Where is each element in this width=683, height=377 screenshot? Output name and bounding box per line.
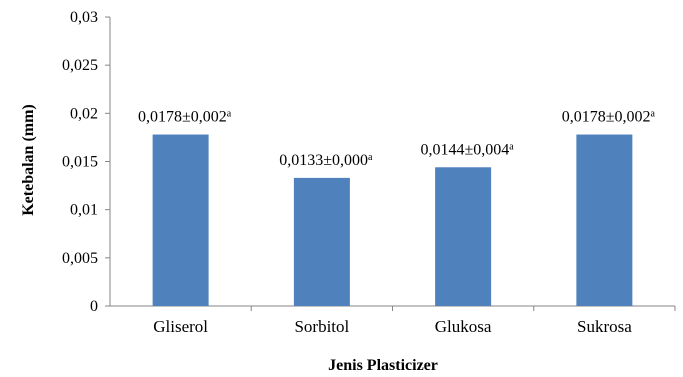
bar-sukrosa bbox=[576, 134, 633, 306]
y-tick-label: 0,015 bbox=[62, 154, 98, 171]
y-tick-label: 0,025 bbox=[62, 57, 98, 74]
x-axis-title: Jenis Plasticizer bbox=[328, 357, 438, 374]
x-tick-label: Sukrosa bbox=[577, 317, 632, 336]
x-tick-label: Glukosa bbox=[435, 317, 492, 336]
y-tick-label: 0,005 bbox=[62, 250, 98, 267]
y-axis-title: Ketebalan (mm) bbox=[20, 104, 37, 216]
bar-gliserol bbox=[152, 134, 209, 306]
x-tick-label: Gliserol bbox=[153, 317, 208, 336]
data-label: 0,0133±0,000a bbox=[279, 151, 373, 169]
y-tick-label: 0,01 bbox=[70, 202, 98, 219]
bar-sorbitol bbox=[293, 177, 350, 306]
y-tick-label: 0 bbox=[90, 298, 98, 315]
x-tick-label: Sorbitol bbox=[294, 317, 349, 336]
data-label: 0,0178±0,002a bbox=[138, 108, 232, 126]
data-label: 0,0144±0,004a bbox=[421, 141, 515, 159]
y-tick-label: 0,03 bbox=[70, 9, 98, 26]
y-tick-label: 0,02 bbox=[70, 105, 98, 122]
bar-glukosa bbox=[435, 167, 492, 306]
data-label: 0,0178±0,002a bbox=[562, 108, 656, 126]
